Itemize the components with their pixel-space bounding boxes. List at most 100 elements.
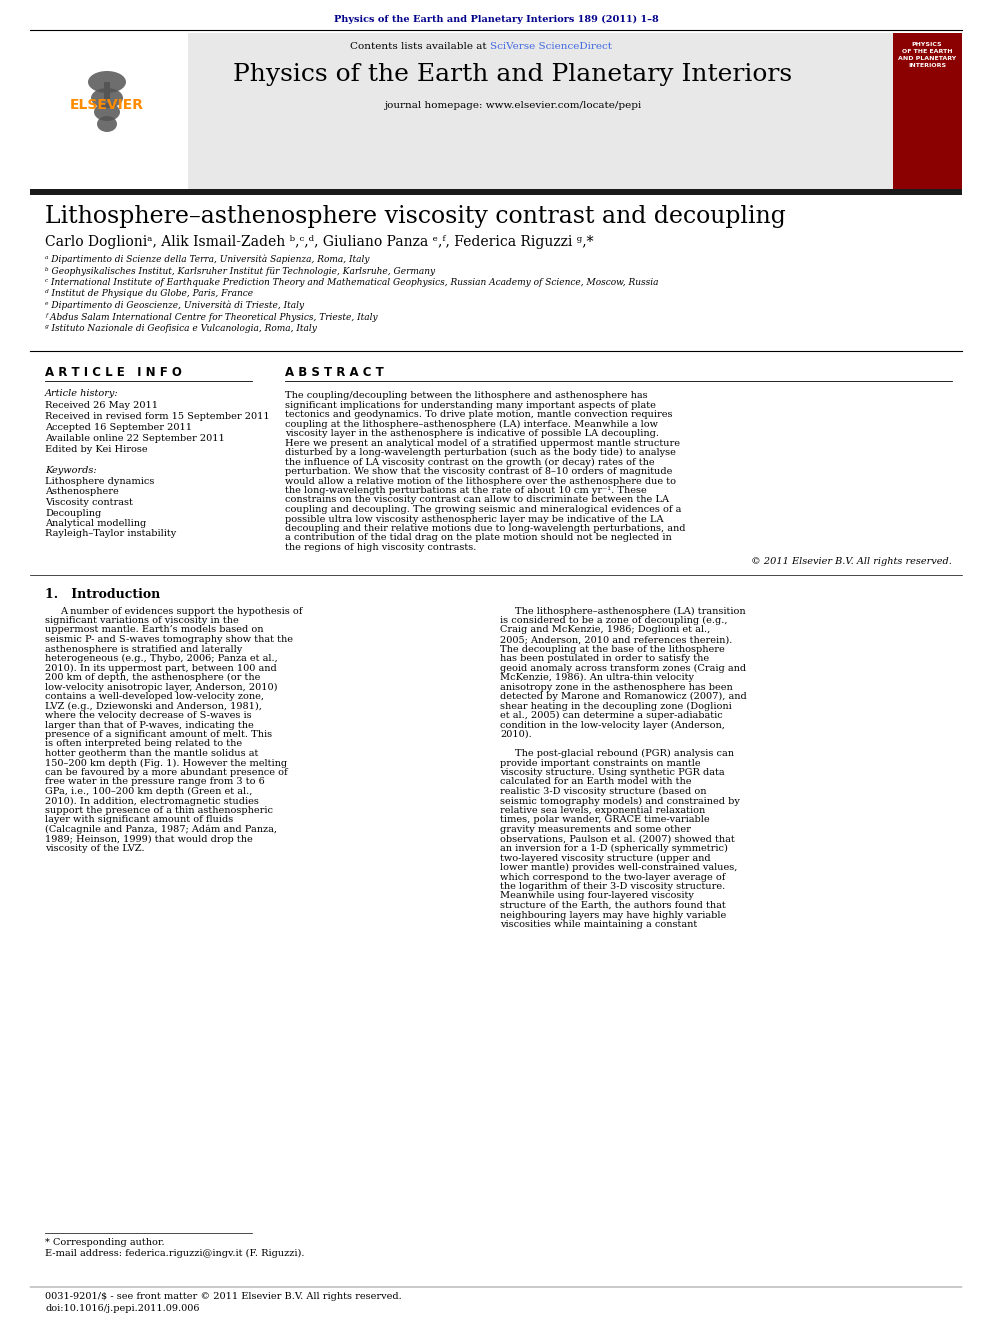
Text: ᵇ Geophysikalisches Institut, Karlsruher Institut für Technologie, Karlsruhe, Ge: ᵇ Geophysikalisches Institut, Karlsruher… xyxy=(45,266,435,275)
Text: The post-glacial rebound (PGR) analysis can: The post-glacial rebound (PGR) analysis … xyxy=(515,749,734,758)
Text: 2010). In addition, electromagnetic studies: 2010). In addition, electromagnetic stud… xyxy=(45,796,259,806)
Text: © 2011 Elsevier B.V. All rights reserved.: © 2011 Elsevier B.V. All rights reserved… xyxy=(751,557,952,565)
Text: significant variations of viscosity in the: significant variations of viscosity in t… xyxy=(45,617,239,624)
Text: ᵃ Dipartimento di Scienze della Terra, Università Sapienza, Roma, Italy: ᵃ Dipartimento di Scienze della Terra, U… xyxy=(45,255,369,265)
Text: 150–200 km depth (Fig. 1). However the melting: 150–200 km depth (Fig. 1). However the m… xyxy=(45,758,287,767)
Text: Craig and McKenzie, 1986; Doglioni et al.,: Craig and McKenzie, 1986; Doglioni et al… xyxy=(500,626,710,635)
Bar xyxy=(893,33,962,191)
Text: PHYSICS
OF THE EARTH
AND PLANETARY
INTERIORS: PHYSICS OF THE EARTH AND PLANETARY INTER… xyxy=(898,42,956,67)
Text: two-layered viscosity structure (upper and: two-layered viscosity structure (upper a… xyxy=(500,853,710,863)
Text: layer with significant amount of fluids: layer with significant amount of fluids xyxy=(45,815,233,824)
Text: relative sea levels, exponential relaxation: relative sea levels, exponential relaxat… xyxy=(500,806,705,815)
Text: significant implications for understanding many important aspects of plate: significant implications for understandi… xyxy=(285,401,656,410)
Text: ᶠ Abdus Salam International Centre for Theoretical Physics, Trieste, Italy: ᶠ Abdus Salam International Centre for T… xyxy=(45,312,378,321)
Text: Lithosphere dynamics: Lithosphere dynamics xyxy=(45,478,155,486)
Text: lower mantle) provides well-constrained values,: lower mantle) provides well-constrained … xyxy=(500,863,737,872)
Text: anisotropy zone in the asthenosphere has been: anisotropy zone in the asthenosphere has… xyxy=(500,683,733,692)
Text: ᶜ International Institute of Earthquake Prediction Theory and Mathematical Geoph: ᶜ International Institute of Earthquake … xyxy=(45,278,659,287)
Ellipse shape xyxy=(97,116,117,132)
Text: Analytical modelling: Analytical modelling xyxy=(45,519,146,528)
Text: Received 26 May 2011: Received 26 May 2011 xyxy=(45,401,158,410)
Text: ᵈ Institut de Physique du Globe, Paris, France: ᵈ Institut de Physique du Globe, Paris, … xyxy=(45,290,253,299)
Text: seismic P- and S-waves tomography show that the: seismic P- and S-waves tomography show t… xyxy=(45,635,293,644)
Bar xyxy=(104,82,110,101)
Text: et al., 2005) can determine a super-adiabatic: et al., 2005) can determine a super-adia… xyxy=(500,710,723,720)
Text: would allow a relative motion of the lithosphere over the asthenosphere due to: would allow a relative motion of the lit… xyxy=(285,476,676,486)
Text: Physics of the Earth and Planetary Interiors: Physics of the Earth and Planetary Inter… xyxy=(233,64,793,86)
Text: an inversion for a 1-D (spherically symmetric): an inversion for a 1-D (spherically symm… xyxy=(500,844,728,853)
Text: realistic 3-D viscosity structure (based on: realistic 3-D viscosity structure (based… xyxy=(500,787,706,796)
Text: condition in the low-velocity layer (Anderson,: condition in the low-velocity layer (And… xyxy=(500,721,725,729)
Text: Available online 22 September 2011: Available online 22 September 2011 xyxy=(45,434,225,443)
Text: Physics of the Earth and Planetary Interiors 189 (2011) 1–8: Physics of the Earth and Planetary Inter… xyxy=(333,15,659,24)
Bar xyxy=(30,33,962,191)
Text: 200 km of depth, the asthenosphere (or the: 200 km of depth, the asthenosphere (or t… xyxy=(45,673,260,683)
Text: Edited by Kei Hirose: Edited by Kei Hirose xyxy=(45,445,148,454)
Text: A R T I C L E   I N F O: A R T I C L E I N F O xyxy=(45,366,182,378)
Text: calculated for an Earth model with the: calculated for an Earth model with the xyxy=(500,778,691,786)
Text: Carlo Doglioniᵃ, Alik Ismail-Zadeh ᵇ,ᶜ,ᵈ, Giuliano Panza ᵉ,ᶠ, Federica Riguzzi ᵍ: Carlo Doglioniᵃ, Alik Ismail-Zadeh ᵇ,ᶜ,ᵈ… xyxy=(45,235,593,249)
Text: Decoupling: Decoupling xyxy=(45,508,101,517)
Text: disturbed by a long-wavelength perturbation (such as the body tide) to analyse: disturbed by a long-wavelength perturbat… xyxy=(285,448,676,458)
Text: Viscosity contrast: Viscosity contrast xyxy=(45,497,133,507)
Text: Contents lists available at: Contents lists available at xyxy=(350,42,490,52)
Text: LVZ (e.g., Dziewonski and Anderson, 1981),: LVZ (e.g., Dziewonski and Anderson, 1981… xyxy=(45,701,262,710)
Text: the long-wavelength perturbations at the rate of about 10 cm yr⁻¹. These: the long-wavelength perturbations at the… xyxy=(285,486,647,495)
Text: contains a well-developed low-velocity zone,: contains a well-developed low-velocity z… xyxy=(45,692,264,701)
Ellipse shape xyxy=(91,89,123,108)
Text: the regions of high viscosity contrasts.: the regions of high viscosity contrasts. xyxy=(285,542,476,552)
Text: Keywords:: Keywords: xyxy=(45,466,96,475)
Text: which correspond to the two-layer average of: which correspond to the two-layer averag… xyxy=(500,872,725,881)
Text: the influence of LA viscosity contrast on the growth (or decay) rates of the: the influence of LA viscosity contrast o… xyxy=(285,458,655,467)
Text: Accepted 16 September 2011: Accepted 16 September 2011 xyxy=(45,423,192,433)
Text: ᵉ Dipartimento di Geoscienze, Università di Trieste, Italy: ᵉ Dipartimento di Geoscienze, Università… xyxy=(45,302,305,311)
Bar xyxy=(30,189,962,194)
Text: journal homepage: www.elsevier.com/locate/pepi: journal homepage: www.elsevier.com/locat… xyxy=(384,101,642,110)
Text: doi:10.1016/j.pepi.2011.09.006: doi:10.1016/j.pepi.2011.09.006 xyxy=(45,1304,199,1312)
Text: ᵍ Istituto Nazionale di Geofisica e Vulcanologia, Roma, Italy: ᵍ Istituto Nazionale di Geofisica e Vulc… xyxy=(45,324,316,333)
Text: SciVerse ScienceDirect: SciVerse ScienceDirect xyxy=(490,42,612,52)
Text: neighbouring layers may have highly variable: neighbouring layers may have highly vari… xyxy=(500,910,726,919)
Text: constrains on the viscosity contrast can allow to discriminate between the LA: constrains on the viscosity contrast can… xyxy=(285,496,669,504)
Text: heterogeneous (e.g., Thybo, 2006; Panza et al.,: heterogeneous (e.g., Thybo, 2006; Panza … xyxy=(45,654,278,663)
Bar xyxy=(30,33,188,191)
Text: viscosity of the LVZ.: viscosity of the LVZ. xyxy=(45,844,145,853)
Text: perturbation. We show that the viscosity contrast of 8–10 orders of magnitude: perturbation. We show that the viscosity… xyxy=(285,467,673,476)
Text: GPa, i.e., 100–200 km depth (Green et al.,: GPa, i.e., 100–200 km depth (Green et al… xyxy=(45,787,252,796)
Text: 0031-9201/$ - see front matter © 2011 Elsevier B.V. All rights reserved.: 0031-9201/$ - see front matter © 2011 El… xyxy=(45,1293,402,1301)
Text: the logarithm of their 3-D viscosity structure.: the logarithm of their 3-D viscosity str… xyxy=(500,882,725,890)
Text: viscosities while maintaining a constant: viscosities while maintaining a constant xyxy=(500,919,697,929)
Text: decoupling and their relative motions due to long-wavelength perturbations, and: decoupling and their relative motions du… xyxy=(285,524,685,533)
Text: structure of the Earth, the authors found that: structure of the Earth, the authors foun… xyxy=(500,901,726,910)
Text: times, polar wander, GRACE time-variable: times, polar wander, GRACE time-variable xyxy=(500,815,709,824)
Text: McKenzie, 1986). An ultra-thin velocity: McKenzie, 1986). An ultra-thin velocity xyxy=(500,673,694,683)
Ellipse shape xyxy=(88,71,126,93)
Text: Meanwhile using four-layered viscosity: Meanwhile using four-layered viscosity xyxy=(500,892,693,901)
Text: A B S T R A C T: A B S T R A C T xyxy=(285,366,384,378)
Text: can be favoured by a more abundant presence of: can be favoured by a more abundant prese… xyxy=(45,767,288,777)
Text: (Calcagnile and Panza, 1987; Adám and Panza,: (Calcagnile and Panza, 1987; Adám and Pa… xyxy=(45,826,277,835)
Text: asthenosphere is stratified and laterally: asthenosphere is stratified and laterall… xyxy=(45,644,242,654)
Ellipse shape xyxy=(94,103,120,120)
Text: 2010). In its uppermost part, between 100 and: 2010). In its uppermost part, between 10… xyxy=(45,664,277,672)
Text: observations, Paulson et al. (2007) showed that: observations, Paulson et al. (2007) show… xyxy=(500,835,735,844)
Text: E-mail address: federica.riguzzi@ingv.it (F. Riguzzi).: E-mail address: federica.riguzzi@ingv.it… xyxy=(45,1249,305,1258)
Text: Article history:: Article history: xyxy=(45,389,119,398)
Text: seismic tomography models) and constrained by: seismic tomography models) and constrain… xyxy=(500,796,740,806)
Text: Here we present an analytical model of a stratified uppermost mantle structure: Here we present an analytical model of a… xyxy=(285,438,680,447)
Text: The decoupling at the base of the lithosphere: The decoupling at the base of the lithos… xyxy=(500,644,725,654)
Text: ELSEVIER: ELSEVIER xyxy=(70,98,144,112)
Text: support the presence of a thin asthenospheric: support the presence of a thin asthenosp… xyxy=(45,806,273,815)
Text: detected by Marone and Romanowicz (2007), and: detected by Marone and Romanowicz (2007)… xyxy=(500,692,747,701)
Text: free water in the pressure range from 3 to 6: free water in the pressure range from 3 … xyxy=(45,778,265,786)
Text: larger than that of P-waves, indicating the: larger than that of P-waves, indicating … xyxy=(45,721,254,729)
Text: a contribution of the tidal drag on the plate motion should not be neglected in: a contribution of the tidal drag on the … xyxy=(285,533,672,542)
Text: The coupling/decoupling between the lithosphere and asthenosphere has: The coupling/decoupling between the lith… xyxy=(285,392,648,400)
Text: low-velocity anisotropic layer, Anderson, 2010): low-velocity anisotropic layer, Anderson… xyxy=(45,683,278,692)
Text: viscosity structure. Using synthetic PGR data: viscosity structure. Using synthetic PGR… xyxy=(500,767,724,777)
Text: 1.   Introduction: 1. Introduction xyxy=(45,589,161,602)
Text: Asthenosphere: Asthenosphere xyxy=(45,487,119,496)
Text: coupling at the lithosphere–asthenosphere (LA) interface. Meanwhile a low: coupling at the lithosphere–asthenospher… xyxy=(285,419,658,429)
Text: is often interpreted being related to the: is often interpreted being related to th… xyxy=(45,740,242,749)
Text: viscosity layer in the asthenosphere is indicative of possible LA decoupling.: viscosity layer in the asthenosphere is … xyxy=(285,429,659,438)
